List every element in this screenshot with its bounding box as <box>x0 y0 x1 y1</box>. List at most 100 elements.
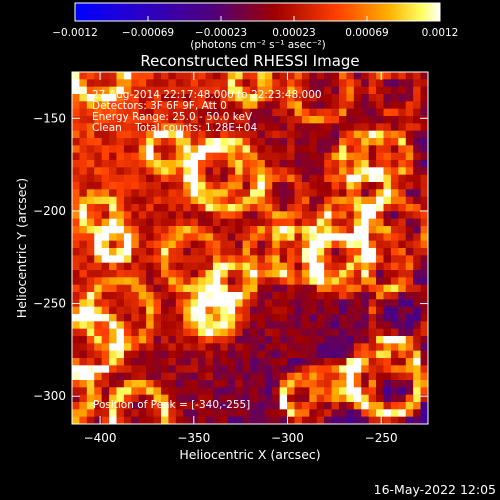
heatmap-cell <box>250 336 258 344</box>
heatmap-cell <box>212 182 221 190</box>
heatmap-cell <box>339 218 347 227</box>
heatmap-cell <box>353 372 362 381</box>
heatmap-cell <box>405 343 414 351</box>
heatmap-cell <box>235 196 243 205</box>
heatmap-cell <box>420 314 429 322</box>
heatmap-cell <box>257 108 266 117</box>
heatmap-cell <box>79 108 88 117</box>
heatmap-cell <box>361 394 369 403</box>
heatmap-cell <box>168 336 177 344</box>
heatmap-cell <box>109 365 117 373</box>
heatmap-cell <box>339 255 347 263</box>
heatmap-cell <box>361 108 369 117</box>
heatmap-cell <box>116 292 125 300</box>
heatmap-cell <box>301 409 310 417</box>
heatmap-cell <box>257 380 266 388</box>
heatmap-cell <box>123 277 132 285</box>
heatmap-cell <box>272 299 280 307</box>
heatmap-cell <box>272 277 280 285</box>
heatmap-cell <box>294 292 303 300</box>
heatmap-cell <box>272 270 280 278</box>
heatmap-cell <box>116 174 125 183</box>
heatmap-cell <box>264 233 273 241</box>
heatmap-cell <box>138 226 147 234</box>
heatmap-cell <box>153 387 162 395</box>
heatmap-cell <box>161 72 169 80</box>
heatmap-cell <box>390 226 399 234</box>
heatmap-cell <box>198 101 206 109</box>
heatmap-cell <box>413 86 421 95</box>
heatmap-cell <box>242 196 251 205</box>
heatmap-cell <box>183 350 191 359</box>
heatmap-cell <box>220 218 229 227</box>
heatmap-cell <box>279 233 288 241</box>
heatmap-cell <box>301 218 310 227</box>
heatmap-cell <box>339 314 347 322</box>
heatmap-cell <box>86 402 95 410</box>
heatmap-cell <box>86 123 95 131</box>
heatmap-cell <box>390 167 399 175</box>
heatmap-cell <box>227 86 236 95</box>
heatmap-cell <box>279 79 288 87</box>
heatmap-cell <box>257 218 266 227</box>
heatmap-cell <box>161 321 169 329</box>
heatmap-cell <box>131 189 140 197</box>
heatmap-cell <box>116 365 125 373</box>
heatmap-cell <box>168 321 177 329</box>
heatmap-cell <box>287 182 295 190</box>
heatmap-cell <box>153 152 162 161</box>
heatmap-cell <box>190 292 199 300</box>
heatmap-cell <box>175 130 184 139</box>
heatmap-cell <box>72 72 80 80</box>
heatmap-cell <box>116 160 125 168</box>
heatmap-cell <box>220 328 229 337</box>
heatmap-cell <box>220 350 229 359</box>
heatmap-cell <box>331 321 340 329</box>
heatmap-cell <box>264 358 273 366</box>
heatmap-cell <box>301 394 310 403</box>
heatmap-cell <box>153 314 162 322</box>
heatmap-cell <box>405 196 414 205</box>
heatmap-cell <box>294 328 303 337</box>
heatmap-cell <box>413 116 421 124</box>
heatmap-cell <box>331 233 340 241</box>
heatmap-cell <box>257 365 266 373</box>
heatmap-cell <box>86 79 95 87</box>
heatmap-cell <box>383 233 392 241</box>
heatmap-cell <box>346 189 355 197</box>
heatmap-cell <box>368 365 377 373</box>
heatmap-cell <box>86 160 95 168</box>
heatmap-cell <box>257 240 266 249</box>
heatmap-cell <box>109 343 117 351</box>
heatmap-cell <box>101 299 110 307</box>
heatmap-cell <box>383 409 392 417</box>
heatmap-cell <box>153 240 162 249</box>
heatmap-cell <box>250 72 258 80</box>
heatmap-cell <box>346 240 355 249</box>
heatmap-cell <box>242 226 251 234</box>
heatmap-cell <box>138 116 147 124</box>
heatmap-cell <box>198 174 206 183</box>
heatmap-cell <box>250 409 258 417</box>
heatmap-cell <box>212 350 221 359</box>
heatmap-cell <box>324 167 332 175</box>
heatmap-cell <box>161 167 169 175</box>
heatmap-image <box>72 72 429 425</box>
heatmap-cell <box>316 343 325 351</box>
heatmap-cell <box>131 138 140 146</box>
heatmap-cell <box>383 182 392 190</box>
heatmap-cell <box>309 123 318 131</box>
heatmap-cell <box>324 292 332 300</box>
heatmap-cell <box>212 409 221 417</box>
heatmap-cell <box>279 211 288 219</box>
heatmap-cell <box>123 116 132 124</box>
heatmap-cell <box>123 343 132 351</box>
heatmap-cell <box>198 196 206 205</box>
heatmap-cell <box>361 358 369 366</box>
heatmap-cell <box>331 416 340 425</box>
heatmap-cell <box>168 218 177 227</box>
heatmap-cell <box>398 145 407 153</box>
heatmap-cell <box>309 248 318 256</box>
heatmap-cell <box>72 292 80 300</box>
heatmap-cell <box>279 365 288 373</box>
